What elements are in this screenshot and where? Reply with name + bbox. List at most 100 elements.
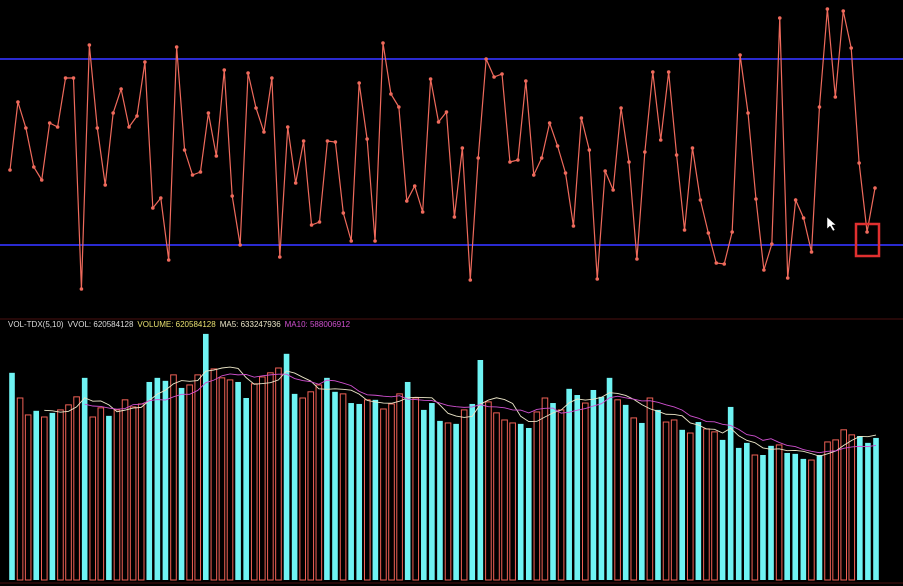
- volume-bar: [711, 431, 718, 581]
- point: [579, 116, 584, 120]
- volume-bar: [517, 423, 524, 580]
- point: [397, 105, 401, 109]
- point: [738, 53, 742, 57]
- volume-bar: [655, 409, 661, 580]
- point: [643, 150, 647, 154]
- legend-entry: MA5: 633247936: [219, 320, 281, 329]
- point: [658, 138, 663, 142]
- volume-bar: [751, 454, 759, 581]
- volume-bar: [800, 458, 807, 580]
- volume-bar: [9, 372, 15, 580]
- volume-bar: [332, 391, 338, 580]
- point: [873, 186, 877, 190]
- point: [777, 16, 782, 20]
- point: [674, 153, 679, 157]
- point: [587, 148, 592, 152]
- point: [706, 231, 711, 235]
- point: [365, 137, 369, 141]
- volume-bar: [816, 455, 823, 580]
- indicator-name: VOL-TDX(5,10): [8, 320, 64, 329]
- volume-bar: [170, 374, 177, 581]
- point: [79, 287, 84, 291]
- volume-bar: [646, 397, 654, 581]
- volume-bar: [460, 409, 468, 581]
- point: [524, 79, 528, 83]
- point: [143, 60, 147, 64]
- volume-bar: [218, 377, 226, 581]
- point: [595, 277, 600, 281]
- volume-bar: [250, 383, 258, 581]
- volume-bar: [243, 397, 249, 580]
- volume-bar: [493, 412, 500, 581]
- volume-bar: [744, 442, 750, 580]
- volume-bar: [477, 359, 484, 580]
- volume-bar: [525, 427, 532, 580]
- point: [158, 196, 163, 200]
- volume-bar: [670, 419, 678, 581]
- point: [349, 239, 354, 243]
- volume-bar: [315, 384, 323, 581]
- legend-entry: VOLUME: 620584128: [137, 320, 216, 329]
- volume-bar: [40, 416, 48, 581]
- point: [190, 173, 195, 177]
- volume-bar: [89, 416, 97, 581]
- volume-bar: [162, 380, 169, 580]
- point: [55, 125, 60, 129]
- point: [547, 121, 552, 125]
- volume-bar: [137, 403, 145, 581]
- point: [428, 77, 433, 81]
- volume-bar: [598, 396, 605, 580]
- point: [214, 154, 219, 158]
- volume-bar: [792, 453, 799, 580]
- legend-entry: MA10: 588006912: [284, 320, 351, 329]
- volume-bar: [444, 422, 452, 581]
- point: [635, 257, 639, 261]
- point: [825, 7, 830, 11]
- volume-bar: [719, 439, 726, 580]
- volume-bar: [202, 333, 209, 580]
- point: [444, 110, 449, 114]
- volume-bar: [840, 429, 848, 581]
- volume-bar: [113, 409, 121, 581]
- point: [817, 105, 822, 109]
- volume-bar: [339, 393, 347, 581]
- point: [484, 57, 488, 61]
- point: [222, 68, 227, 72]
- point: [32, 165, 36, 169]
- point: [754, 197, 758, 201]
- point: [500, 72, 504, 76]
- volume-bar: [768, 445, 774, 580]
- point: [841, 9, 846, 13]
- volume-bar: [324, 377, 330, 580]
- point: [746, 111, 750, 115]
- volume-bar: [590, 389, 597, 580]
- point: [468, 278, 473, 282]
- point: [698, 198, 703, 202]
- point: [563, 171, 568, 175]
- volume-bar: [16, 397, 24, 581]
- volume-bar: [639, 422, 645, 580]
- point: [8, 168, 12, 172]
- volume-bar: [453, 423, 459, 580]
- point: [71, 76, 76, 80]
- volume-bar: [437, 420, 443, 580]
- point: [650, 70, 655, 74]
- volume-bar: [469, 403, 476, 580]
- point: [492, 75, 496, 79]
- point: [666, 70, 671, 74]
- volume-bar: [735, 447, 742, 580]
- volume-bar: [606, 377, 613, 580]
- volume-bar: [557, 409, 565, 581]
- point: [174, 45, 179, 49]
- point: [619, 106, 623, 110]
- point: [317, 220, 322, 224]
- volume-bar: [695, 422, 702, 580]
- point: [690, 146, 695, 150]
- volume-bar: [662, 421, 670, 581]
- volume-bar: [283, 353, 290, 580]
- oscillator-panel: [0, 7, 903, 291]
- volume-bar: [307, 391, 315, 581]
- volume-bar: [106, 415, 112, 580]
- point: [103, 183, 108, 187]
